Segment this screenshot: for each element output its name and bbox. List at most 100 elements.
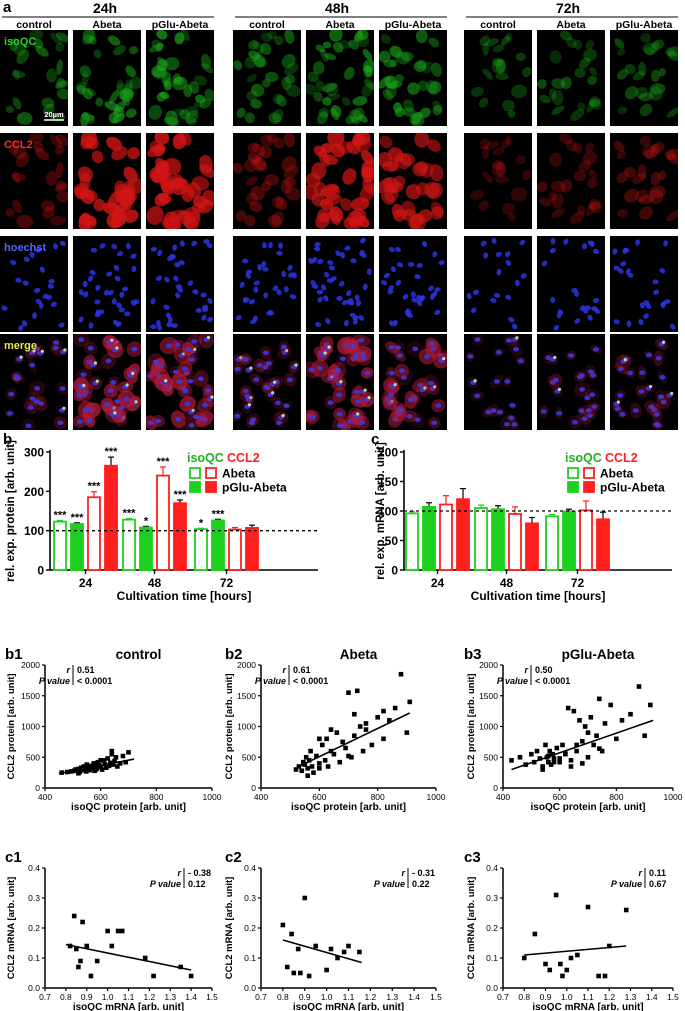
data-point bbox=[585, 904, 591, 910]
cell bbox=[362, 179, 374, 195]
data-point bbox=[109, 748, 115, 754]
nucleus bbox=[158, 363, 165, 368]
bar bbox=[139, 526, 153, 571]
y-tick-label: 500 bbox=[242, 752, 256, 762]
cell bbox=[411, 111, 423, 125]
stats-r-label: r bbox=[401, 868, 405, 878]
micrograph-cells bbox=[380, 240, 445, 327]
cell bbox=[28, 133, 44, 144]
cell bbox=[511, 84, 527, 99]
y-tick-label: 200 bbox=[24, 485, 44, 499]
cell bbox=[275, 197, 288, 211]
cell bbox=[189, 81, 200, 94]
cell bbox=[570, 108, 585, 121]
nucleus bbox=[326, 278, 334, 284]
nucleus bbox=[95, 309, 101, 316]
cell bbox=[551, 78, 566, 89]
cell bbox=[283, 133, 295, 148]
nucleus bbox=[617, 366, 624, 372]
nucleus bbox=[414, 417, 421, 422]
nucleus bbox=[659, 267, 666, 274]
cell bbox=[393, 102, 403, 114]
cell bbox=[322, 82, 338, 93]
cell bbox=[35, 45, 49, 57]
legend-swatch-ccl2 bbox=[583, 467, 595, 479]
micrograph-cells bbox=[381, 337, 447, 429]
nucleus bbox=[78, 289, 84, 296]
nucleus bbox=[152, 359, 159, 365]
y-tick-label: 0.1 bbox=[486, 953, 498, 963]
cell bbox=[537, 181, 548, 193]
data-point bbox=[303, 754, 309, 760]
data-point bbox=[78, 765, 84, 771]
nucleus bbox=[638, 389, 645, 394]
nucleus bbox=[353, 353, 360, 359]
micrograph-cells bbox=[233, 340, 300, 429]
nucleus bbox=[406, 413, 413, 419]
cell bbox=[250, 99, 262, 109]
micrograph-cells bbox=[73, 133, 141, 229]
legend-label: Abeta bbox=[222, 467, 256, 481]
cell bbox=[56, 191, 68, 203]
y-axis-label: rel. exp. mRNA [arb. unit] bbox=[375, 442, 387, 580]
cell bbox=[664, 149, 676, 160]
data-point bbox=[571, 708, 577, 714]
micrograph-background bbox=[464, 30, 532, 126]
micrograph-cells bbox=[5, 30, 68, 125]
cell bbox=[250, 186, 265, 201]
legend-swatch-ccl2 bbox=[205, 481, 217, 493]
nucleus bbox=[490, 408, 497, 413]
x-tick-label: 0.9 bbox=[81, 992, 93, 1002]
y-tick-label: 500 bbox=[26, 752, 40, 762]
bar bbox=[579, 509, 593, 571]
nucleus bbox=[150, 246, 158, 252]
nucleus bbox=[184, 346, 191, 352]
nucleus bbox=[397, 407, 404, 413]
cell bbox=[187, 182, 202, 199]
nucleus bbox=[234, 413, 241, 419]
nucleus bbox=[579, 387, 586, 392]
cell bbox=[501, 202, 515, 215]
cell bbox=[285, 186, 301, 201]
x-tick-label: 1.4 bbox=[408, 992, 420, 1002]
data-point bbox=[568, 758, 574, 763]
nucleus bbox=[288, 272, 295, 278]
cell bbox=[650, 69, 661, 83]
cell bbox=[46, 68, 57, 83]
micrograph-hoechst-48h-control bbox=[233, 236, 301, 332]
nucleus bbox=[289, 294, 297, 300]
x-axis-label: isoQC mRNA [arb. unit] bbox=[532, 1002, 643, 1011]
cell bbox=[85, 216, 97, 229]
colocalization-spot bbox=[131, 371, 135, 375]
nucleus bbox=[99, 243, 106, 249]
x-tick-label: 1.3 bbox=[625, 992, 637, 1002]
legend-swatch-isoqc bbox=[567, 467, 579, 479]
nucleus bbox=[131, 265, 137, 273]
cell bbox=[587, 75, 598, 85]
cell bbox=[315, 80, 325, 92]
cell bbox=[86, 137, 99, 150]
cell bbox=[11, 70, 26, 78]
y-tick-label: 0.0 bbox=[244, 983, 256, 993]
nucleus bbox=[106, 271, 113, 277]
nucleus bbox=[115, 413, 122, 419]
micrograph-cells bbox=[5, 335, 68, 430]
cell bbox=[408, 214, 426, 229]
y-tick-label: 0 bbox=[37, 564, 44, 578]
micrograph-hoechst-72h-control bbox=[464, 236, 532, 332]
nucleus bbox=[59, 386, 66, 391]
nucleus bbox=[272, 285, 279, 292]
cell bbox=[639, 103, 653, 117]
micrograph-background bbox=[537, 133, 605, 229]
scatter-plot-c1: c1 0.0 0.1 0.2 0.3 0.4 0.7 0.8 0.9 1.0 1.1 1.2 1.3 1.… bbox=[5, 849, 218, 1011]
x-tick-label: 48 bbox=[148, 576, 162, 590]
legend-label: pGlu-Abeta bbox=[600, 481, 665, 495]
nucleus bbox=[396, 262, 404, 268]
colocalization-spot bbox=[285, 348, 289, 353]
stats-p-value: 0.22 bbox=[412, 879, 430, 889]
data-point bbox=[560, 973, 565, 979]
cell bbox=[391, 203, 404, 218]
nucleus bbox=[150, 298, 156, 305]
y-tick-label: 2000 bbox=[479, 660, 498, 670]
bar bbox=[525, 522, 539, 571]
